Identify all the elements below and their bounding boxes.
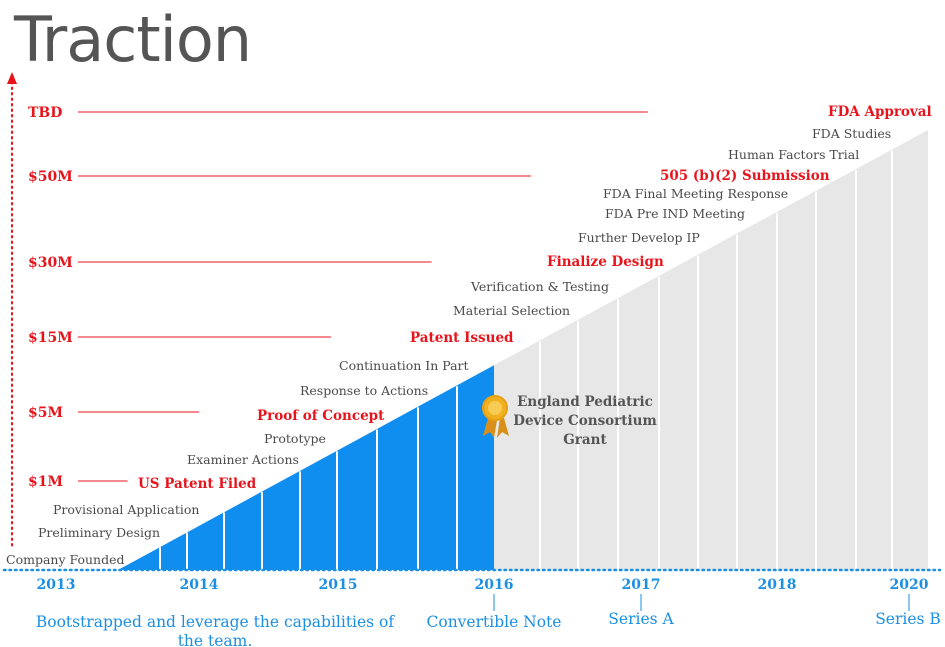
funding-level-label: $5M [28,405,63,421]
ribbon-tail-right [497,418,509,438]
year-tick-label: 2020 [890,577,929,593]
milestone-label: Patent Issued [410,330,514,346]
year-tick-label: 2013 [37,577,76,593]
year-tick-label: 2016 [475,577,514,593]
milestone-label: Proof of Concept [257,408,385,424]
slide-title: Traction [14,3,252,76]
funding-round-label: Bootstrapped and leverage the capabiliti… [36,613,396,631]
milestone-label: Human Factors Trial [728,147,859,162]
progress-area [118,365,494,570]
milestone-label: Response to Actions [300,383,428,398]
funding-axis-arrow [7,72,17,84]
milestone-label: Prototype [264,431,326,446]
milestone-label: Preliminary Design [38,525,160,540]
milestone-label: Provisional Application [53,502,199,517]
future-area [494,130,928,570]
funding-round-label: the team. [178,632,253,647]
year-tick-label: 2018 [758,577,797,593]
award-text-line: Grant [563,432,607,448]
funding-round-label: Series B [875,610,941,628]
milestone-label: US Patent Filed [138,476,257,492]
ribbon-tail-left [483,418,497,438]
milestone-label: Material Selection [453,303,570,318]
year-tick-label: 2014 [180,577,219,593]
award-ribbon-icon [482,395,509,438]
milestone-label: Further Develop IP [578,230,700,245]
year-tick-label: 2017 [622,577,661,593]
milestone-label: Verification & Testing [470,279,609,294]
funding-level-label: $30M [28,255,73,271]
ribbon-center [488,401,502,415]
funding-level-label: $15M [28,330,73,346]
milestone-label: FDA Final Meeting Response [603,186,788,201]
award-text-line: England Pediatric [517,394,653,410]
milestone-label: FDA Approval [828,104,932,120]
funding-round-label: Series A [608,610,674,628]
year-tick-label: 2015 [319,577,358,593]
funding-round-label: Convertible Note [427,613,562,631]
funding-level-label: $1M [28,474,63,490]
milestone-label: 505 (b)(2) Submission [660,168,830,184]
milestone-label: Examiner Actions [187,452,299,467]
funding-level-label: $50M [28,169,73,185]
milestone-label: Company Founded [6,552,125,567]
milestone-label: Continuation In Part [339,358,469,373]
award-text-line: Device Consortium [513,413,657,429]
milestone-label: FDA Studies [812,126,891,141]
milestone-label: FDA Pre IND Meeting [605,206,745,221]
funding-level-label: TBD [28,105,62,121]
milestone-label: Finalize Design [547,254,664,270]
